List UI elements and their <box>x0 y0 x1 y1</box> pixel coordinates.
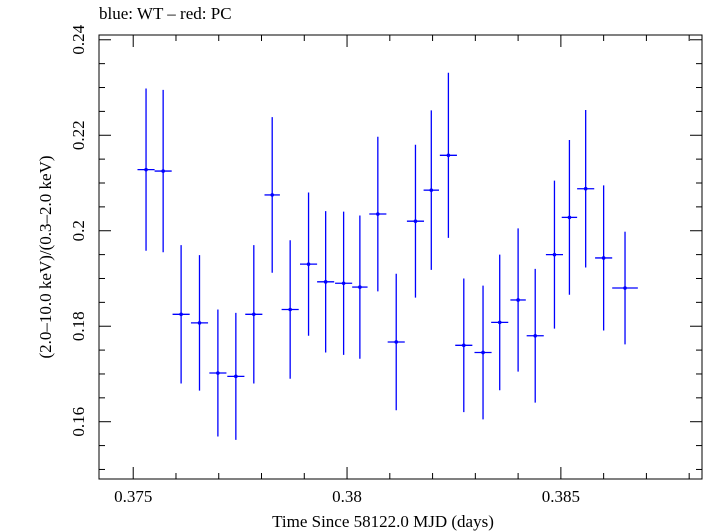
point-marker <box>252 312 256 317</box>
point-marker <box>461 343 466 348</box>
y-tick-label: 0.22 <box>69 120 88 150</box>
point-marker <box>567 215 572 220</box>
point-marker <box>481 350 485 355</box>
point-marker <box>623 286 627 290</box>
point-marker <box>429 188 434 192</box>
data-point <box>387 273 405 411</box>
point-marker <box>583 186 588 191</box>
data-point <box>561 140 578 295</box>
y-axis-label: (2.0–10.0 keV)/(0.3–2.0 keV) <box>36 155 55 358</box>
data-point <box>595 185 613 331</box>
point-marker <box>179 312 183 317</box>
data-point <box>209 309 227 437</box>
point-marker <box>376 212 380 216</box>
data-points <box>137 72 638 440</box>
x-tick-label: 0.38 <box>332 487 362 506</box>
point-marker <box>197 321 202 325</box>
data-point <box>172 245 190 384</box>
x-axis: 0.375 0.38 0.385 <box>114 35 690 506</box>
data-point <box>300 192 318 336</box>
y-tick-label: 0.2 <box>69 220 88 241</box>
point-marker <box>552 252 557 257</box>
data-point <box>137 88 155 251</box>
point-marker <box>413 219 418 223</box>
data-point <box>369 136 387 292</box>
x-tick-label: 0.375 <box>114 487 152 506</box>
x-axis-label: Time Since 58122.0 MJD (days) <box>272 512 494 531</box>
data-point <box>491 254 509 391</box>
point-marker <box>270 193 275 197</box>
data-point <box>245 245 263 384</box>
data-point <box>474 285 492 420</box>
plot-frame <box>98 34 703 480</box>
point-marker <box>516 298 520 302</box>
data-point <box>545 180 564 329</box>
y-tick-label: 0.16 <box>69 407 88 437</box>
point-marker <box>306 262 311 266</box>
data-point <box>317 211 335 353</box>
data-point <box>526 268 544 403</box>
point-marker <box>144 167 148 172</box>
y-tick-label: 0.24 <box>69 24 88 54</box>
point-marker <box>533 333 538 338</box>
data-point <box>264 117 280 273</box>
data-point <box>190 255 209 391</box>
data-point <box>352 215 368 359</box>
data-point <box>154 89 172 253</box>
point-marker <box>497 320 502 325</box>
data-point <box>577 109 595 268</box>
chart-title: blue: WT – red: PC <box>99 4 232 23</box>
y-tick-label: 0.18 <box>69 311 88 341</box>
data-point <box>406 144 425 298</box>
data-point <box>281 240 299 379</box>
point-marker <box>394 340 399 344</box>
point-marker <box>161 169 165 173</box>
data-point <box>439 72 457 238</box>
point-marker <box>341 281 346 286</box>
data-point <box>510 228 526 372</box>
point-marker <box>601 256 606 260</box>
data-point <box>423 110 439 270</box>
y-axis: 0.16 0.18 0.2 0.22 0.24 <box>69 24 702 470</box>
point-marker <box>216 371 220 375</box>
data-point <box>335 211 353 355</box>
point-marker <box>234 374 238 379</box>
point-marker <box>288 307 292 312</box>
x-tick-label: 0.385 <box>542 487 580 506</box>
data-point <box>227 312 245 440</box>
point-marker <box>446 153 451 158</box>
data-point <box>612 231 638 345</box>
point-marker <box>323 280 328 284</box>
point-marker <box>358 285 362 289</box>
data-point <box>455 278 473 413</box>
